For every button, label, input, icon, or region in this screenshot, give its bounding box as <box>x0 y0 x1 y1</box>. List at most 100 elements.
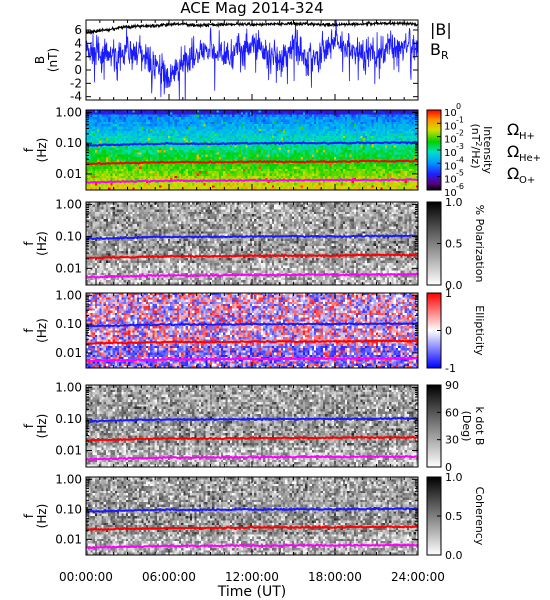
spectrogram-cell <box>185 119 189 123</box>
spectrogram-cell <box>119 157 122 160</box>
spectrogram-cell <box>114 128 118 132</box>
spectrogram-cell <box>192 166 195 170</box>
spectrogram-cell <box>116 150 120 153</box>
spectrogram-cell <box>256 133 260 137</box>
spectrogram-cell <box>260 117 264 120</box>
spectrogram-cell <box>201 171 204 174</box>
spectrogram-cell <box>398 161 401 165</box>
spectrogram-cell <box>353 171 357 174</box>
spectrogram-cell <box>243 124 246 127</box>
spectrogram-cell <box>161 147 164 151</box>
spectrogram-cell <box>161 157 164 160</box>
spectrogram-cell <box>395 131 399 134</box>
spectrogram-cell <box>234 112 237 116</box>
spectrogram-cell <box>174 133 178 137</box>
spectrogram-cell <box>309 121 313 125</box>
spectrogram-cell <box>329 164 333 167</box>
spectrogram-cell <box>267 175 271 179</box>
spectrogram-cell <box>254 133 257 137</box>
spectrogram-cell <box>125 133 129 137</box>
spectrogram-cell <box>307 171 310 174</box>
spectrogram-cell <box>92 157 96 160</box>
spectrogram-cell <box>282 147 286 151</box>
spectrogram-cell <box>143 159 147 163</box>
spectrogram-cell <box>331 131 335 134</box>
spectrogram-cell <box>260 173 264 177</box>
spectrogram-cell <box>147 114 151 118</box>
spectrogram-cell <box>119 159 122 163</box>
spectrogram-cell <box>325 142 328 146</box>
spectrogram-cell <box>333 124 337 127</box>
spectrogram-cell <box>402 150 406 153</box>
spectrogram-cell <box>364 135 368 139</box>
spectrogram-cell <box>112 124 116 127</box>
spectrogram-cell <box>221 117 224 120</box>
spectrogram-cell <box>380 119 383 123</box>
legend-b-radial-subscript: R <box>441 49 449 62</box>
spectrogram-cell <box>247 131 251 134</box>
spectrogram-cell <box>373 164 377 167</box>
spectrogram-cell <box>271 128 275 132</box>
spectrogram-cell <box>411 138 414 141</box>
spectrogram-cell <box>141 133 144 137</box>
spectrogram-cell <box>364 133 368 137</box>
spectrogram-cell <box>267 138 271 141</box>
spectrogram-cell <box>400 168 403 172</box>
spectrogram-cell <box>280 154 284 158</box>
spectrogram-cell <box>296 128 299 132</box>
spectrogram-cell <box>395 145 399 149</box>
spectrogram-cell <box>174 114 178 118</box>
spectrogram-cell <box>400 128 403 132</box>
spectrogram-cell <box>287 135 291 139</box>
spectrogram-cell <box>344 114 348 118</box>
spectrogram-cell <box>300 145 304 149</box>
spectrogram-cell <box>105 121 109 125</box>
spectrogram-cell <box>409 152 412 156</box>
spectrogram-cell <box>302 117 306 120</box>
spectrogram-cell <box>302 150 306 153</box>
spectrogram-cell <box>360 171 364 174</box>
spectrogram-cell <box>165 128 169 132</box>
spectrogram-cell <box>92 128 96 132</box>
spectrogram-cell <box>400 157 403 160</box>
spectrogram-cell <box>187 147 191 151</box>
spectrogram-cell <box>134 175 138 179</box>
spectrogram-cell <box>141 119 144 123</box>
spectrogram-cell <box>347 173 350 177</box>
spectrogram-cell <box>300 173 304 177</box>
spectrogram-cell <box>92 124 96 127</box>
spectrogram-cell <box>198 133 202 137</box>
spectrogram-cell <box>316 131 319 134</box>
spectrogram-cell <box>170 114 173 118</box>
spectrogram-cell <box>178 154 182 158</box>
spectrogram-cell <box>163 168 167 172</box>
spectrogram-cell <box>311 121 315 125</box>
spectrogram-cell <box>387 164 390 167</box>
spectrogram-cell <box>391 154 395 158</box>
spectrogram-cell <box>402 112 406 116</box>
spectrogram-cell <box>187 182 191 186</box>
spectrogram-cell <box>393 154 397 158</box>
spectrogram-cell <box>287 145 291 149</box>
spectrogram-cell <box>413 121 417 125</box>
spectrogram-cell <box>362 161 366 165</box>
spectrogram-cell <box>302 157 306 160</box>
spectrogram-cell <box>238 131 242 134</box>
spectrogram-cell <box>294 154 297 158</box>
spectrogram-cell <box>307 145 310 149</box>
spectrogram-cell <box>282 117 286 120</box>
spectrogram-cell <box>238 133 242 137</box>
spectrogram-cell <box>373 121 377 125</box>
spectrogram-cell <box>265 164 268 167</box>
spectrogram-cell <box>296 152 299 156</box>
spectrogram-cell <box>167 157 171 160</box>
spectrogram-cell <box>409 150 412 153</box>
spectrogram-cell <box>382 135 386 139</box>
spectrogram-cell <box>406 147 410 151</box>
spectrogram-cell <box>367 154 370 158</box>
spectrogram-cell <box>305 164 308 167</box>
spectrogram-cell <box>90 157 94 160</box>
spectrogram-cell <box>97 112 100 116</box>
spectrogram-cell <box>406 126 410 130</box>
spectrogram-cell <box>198 159 202 163</box>
